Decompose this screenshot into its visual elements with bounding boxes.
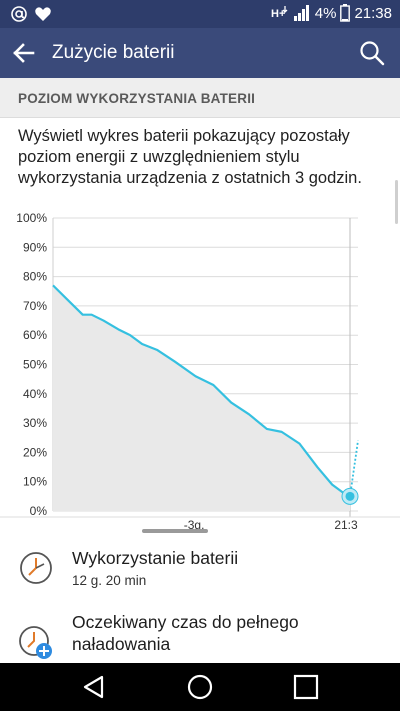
svg-text:H+: H+ (271, 8, 285, 20)
navigation-bar (0, 663, 400, 711)
chart-y-tick-label: 80% (23, 270, 47, 284)
status-right: H+ 4% 21:38 (271, 4, 392, 22)
section-title: POZIOM WYKORZYSTANIA BATERII (18, 91, 256, 106)
chart-y-tick-label: 70% (23, 299, 47, 313)
chart-y-tick-label: 10% (23, 475, 47, 489)
chart-x-tick-label: -3g. (184, 518, 205, 532)
back-button[interactable] (10, 39, 38, 67)
list-item-battery-usage[interactable]: Wykorzystanie baterii 12 g. 20 min (0, 540, 400, 610)
search-icon (360, 41, 385, 66)
back-icon (83, 675, 104, 699)
search-button[interactable] (358, 39, 386, 67)
chart-current-point (345, 491, 355, 501)
chart-series-line (52, 284, 351, 498)
item-title-line: Oczekiwany czas do pełnego (72, 612, 299, 632)
heart-icon (35, 7, 51, 21)
scrollbar[interactable] (395, 180, 398, 224)
nav-back-button[interactable] (80, 673, 108, 701)
chart-scroll-handle[interactable] (142, 529, 208, 533)
chart-y-tick-label: 30% (23, 416, 47, 430)
status-bar: H+ 4% 21:38 (0, 0, 400, 28)
arrow-left-icon (13, 43, 35, 63)
chart-y-tick-label: 20% (23, 445, 47, 459)
section-header: POZIOM WYKORZYSTANIA BATERII (0, 78, 400, 118)
item-title-line: naładowania (72, 634, 171, 654)
list-item-charge-time[interactable]: Oczekiwany czas do pełnego naładowania (0, 606, 400, 664)
clock-plus-icon (19, 626, 52, 659)
description-line: Wyświetl wykres baterii pokazujący pozos… (18, 127, 350, 145)
recents-icon (293, 674, 319, 700)
chart-y-tick-label: 90% (23, 240, 47, 254)
chart-y-tick-label: 60% (23, 328, 47, 342)
chart-area-fill (53, 285, 350, 511)
status-left (10, 5, 52, 23)
chart-y-tick-label: 40% (23, 387, 47, 401)
chart-y-tick-label: 50% (23, 358, 47, 372)
at-icon (11, 6, 27, 22)
h-plus-icon: H+ (271, 6, 288, 20)
signal-icon (293, 5, 309, 21)
description-line: poziom energii z uwzględnieniem stylu (18, 148, 300, 166)
description-line: wykorzystania urządzenia z ostatnich 3 g… (18, 169, 362, 187)
clock-icon (20, 552, 52, 584)
home-icon (187, 674, 213, 700)
battery-chart[interactable]: 100% 90% 80% 70% 60% 50% 40% 30% 20% 10% 0% -3g. 21:… (0, 205, 400, 535)
battery-percent: 4% (314, 4, 337, 22)
battery-icon (340, 4, 351, 22)
chart-projection-line (349, 440, 359, 497)
item-title: Wykorzystanie baterii (72, 548, 239, 568)
item-subtitle: 12 g. 20 min (72, 573, 147, 588)
chart-x-tick-label: 21:3 (334, 518, 358, 532)
description: Wyświetl wykres baterii pokazujący pozos… (18, 126, 384, 189)
chart-y-tick-label: 100% (16, 211, 47, 225)
item-title: Oczekiwany czas do pełnego naładowania (72, 611, 382, 655)
page-title: Zużycie baterii (52, 42, 175, 63)
nav-home-button[interactable] (186, 673, 214, 701)
app-bar: Zużycie baterii (0, 28, 400, 78)
nav-recents-button[interactable] (292, 673, 320, 701)
status-time: 21:38 (354, 4, 392, 22)
chart-y-tick-label: 0% (30, 504, 48, 518)
